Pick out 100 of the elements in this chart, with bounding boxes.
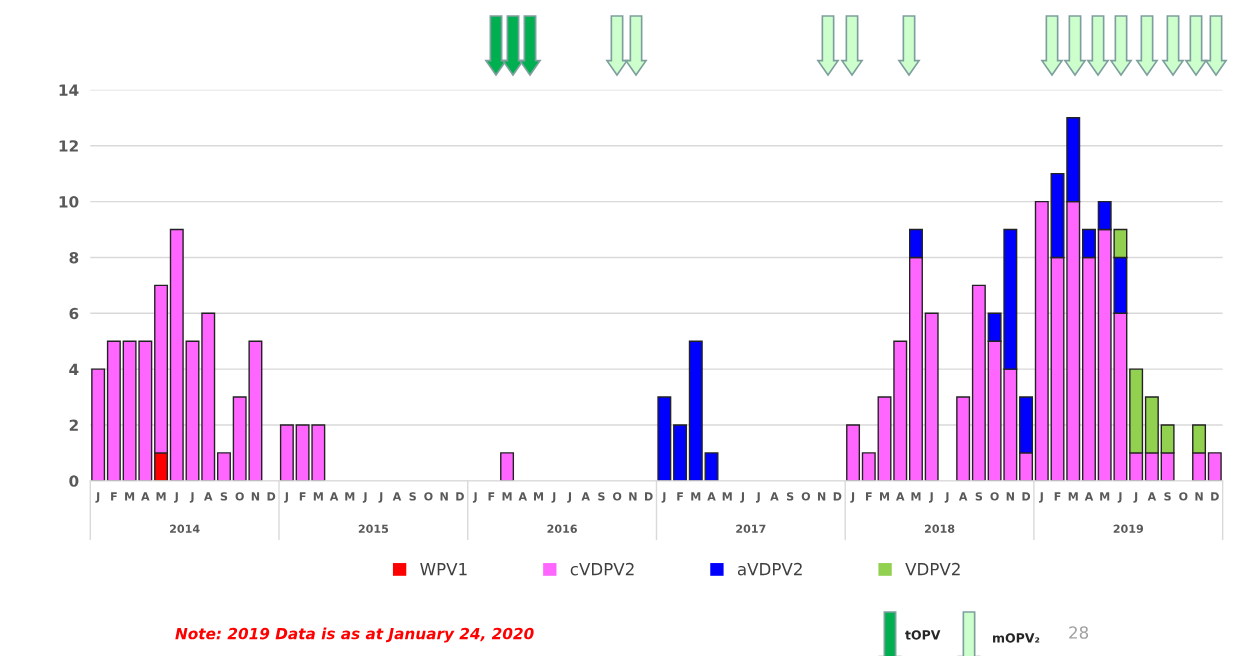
bar	[893, 340, 908, 481]
bar	[861, 452, 876, 481]
x-tick-label: S	[786, 492, 794, 501]
x-tick-label: S	[1164, 492, 1171, 501]
x-tick-label: D	[1211, 492, 1219, 501]
text: Note: 2019 Data is as at January 24, 2020	[175, 627, 534, 643]
x-tick-label: M	[313, 492, 323, 501]
bar	[657, 396, 672, 481]
y-tick-label: 12	[59, 140, 78, 152]
x-tick-label: A	[770, 492, 779, 501]
x-tick-label: D	[267, 492, 276, 501]
x-tick-label: S	[598, 492, 605, 501]
x-tick-label: M	[911, 492, 921, 501]
text: 28	[1069, 626, 1089, 639]
text: 2015	[358, 524, 389, 533]
x-tick-label: S	[409, 492, 416, 501]
x-tick-label: O	[990, 492, 999, 501]
x-tick-label: M	[125, 492, 135, 501]
y-tick-label: 8	[69, 251, 79, 264]
x-tick-label: A	[518, 492, 528, 501]
x-tick-label: J	[1039, 492, 1043, 503]
x-tick-label: J	[174, 492, 178, 503]
bar	[846, 424, 861, 481]
text: 2019	[1113, 524, 1144, 533]
x-tick-label: J	[756, 492, 760, 503]
x-tick-label: M	[691, 492, 701, 501]
bar	[673, 424, 688, 481]
x-tick-label: S	[220, 492, 228, 501]
legend-label: WPV1	[420, 563, 467, 576]
x-tick-label: A	[958, 492, 968, 501]
bar	[956, 396, 971, 481]
x-tick-label: J	[551, 492, 556, 503]
bar	[877, 396, 892, 481]
text: 2017	[736, 524, 766, 533]
legend-label: aVDPV2	[737, 562, 802, 576]
x-tick-label: J	[567, 492, 572, 503]
x-tick-label: A	[1084, 492, 1094, 501]
x-tick-label: N	[817, 492, 826, 501]
x-tick-label: A	[707, 492, 716, 501]
bar	[106, 340, 121, 481]
x-tick-label: F	[677, 492, 683, 501]
x-tick-label: J	[284, 492, 288, 503]
x-tick-label: J	[1117, 492, 1122, 503]
bar	[500, 452, 515, 481]
y-tick-label: 4	[69, 363, 79, 375]
x-tick-label: F	[111, 492, 117, 501]
bar	[971, 284, 986, 481]
x-tick-label: J	[661, 492, 666, 503]
x-tick-label: A	[1147, 492, 1157, 501]
x-tick-label: A	[896, 492, 905, 501]
x-tick-label: A	[204, 492, 213, 501]
x-tick-label: J	[944, 492, 949, 503]
x-tick-label: A	[392, 492, 402, 501]
text: 2014	[170, 524, 200, 533]
x-tick-label: M	[156, 492, 166, 501]
x-tick-label: J	[95, 492, 100, 503]
x-tick-label: J	[189, 492, 194, 503]
legend-label: VDPV2	[905, 562, 960, 576]
x-tick-label: D	[456, 492, 464, 501]
x-tick-label: M	[502, 492, 512, 501]
x-tick-label: J	[472, 492, 477, 503]
bar	[91, 368, 106, 481]
x-tick-label: M	[722, 492, 732, 501]
bar	[1207, 452, 1222, 481]
x-tick-label: O	[1179, 492, 1188, 501]
bar	[1034, 200, 1049, 481]
x-tick-label: J	[850, 492, 855, 503]
y-tick-label: 14	[59, 84, 79, 96]
bar	[169, 228, 184, 481]
x-tick-label: F	[299, 492, 306, 501]
bar	[704, 452, 719, 481]
legend-label: cVDPV2	[570, 562, 634, 576]
x-tick-label: A	[329, 492, 339, 501]
x-tick-label: O	[612, 492, 622, 501]
bar	[216, 452, 231, 481]
x-tick-label: D	[645, 492, 653, 501]
y-tick-label: 2	[69, 419, 78, 431]
x-tick-label: F	[1054, 492, 1061, 501]
x-tick-label: J	[1133, 492, 1138, 503]
bar	[688, 340, 703, 481]
y-tick-label: 10	[59, 196, 79, 208]
x-tick-label: J	[740, 492, 745, 503]
x-tick-label: M	[880, 492, 890, 501]
bar	[279, 424, 294, 481]
x-tick-label: J	[378, 492, 383, 503]
text: tOPV	[905, 630, 941, 640]
x-tick-label: D	[833, 492, 842, 501]
y-tick-label: 0	[69, 475, 79, 487]
x-tick-label: S	[975, 492, 983, 501]
x-tick-label: M	[345, 492, 355, 501]
x-tick-label: N	[629, 492, 637, 501]
text: 2016	[547, 524, 577, 533]
x-tick-label: D	[1022, 492, 1031, 501]
x-tick-label: M	[1100, 492, 1110, 501]
x-tick-label: J	[362, 492, 367, 503]
x-tick-label: O	[424, 492, 433, 501]
x-tick-label: O	[235, 492, 244, 501]
x-tick-label: M	[1068, 492, 1078, 501]
x-tick-label: M	[534, 492, 544, 501]
x-tick-label: F	[866, 492, 872, 501]
